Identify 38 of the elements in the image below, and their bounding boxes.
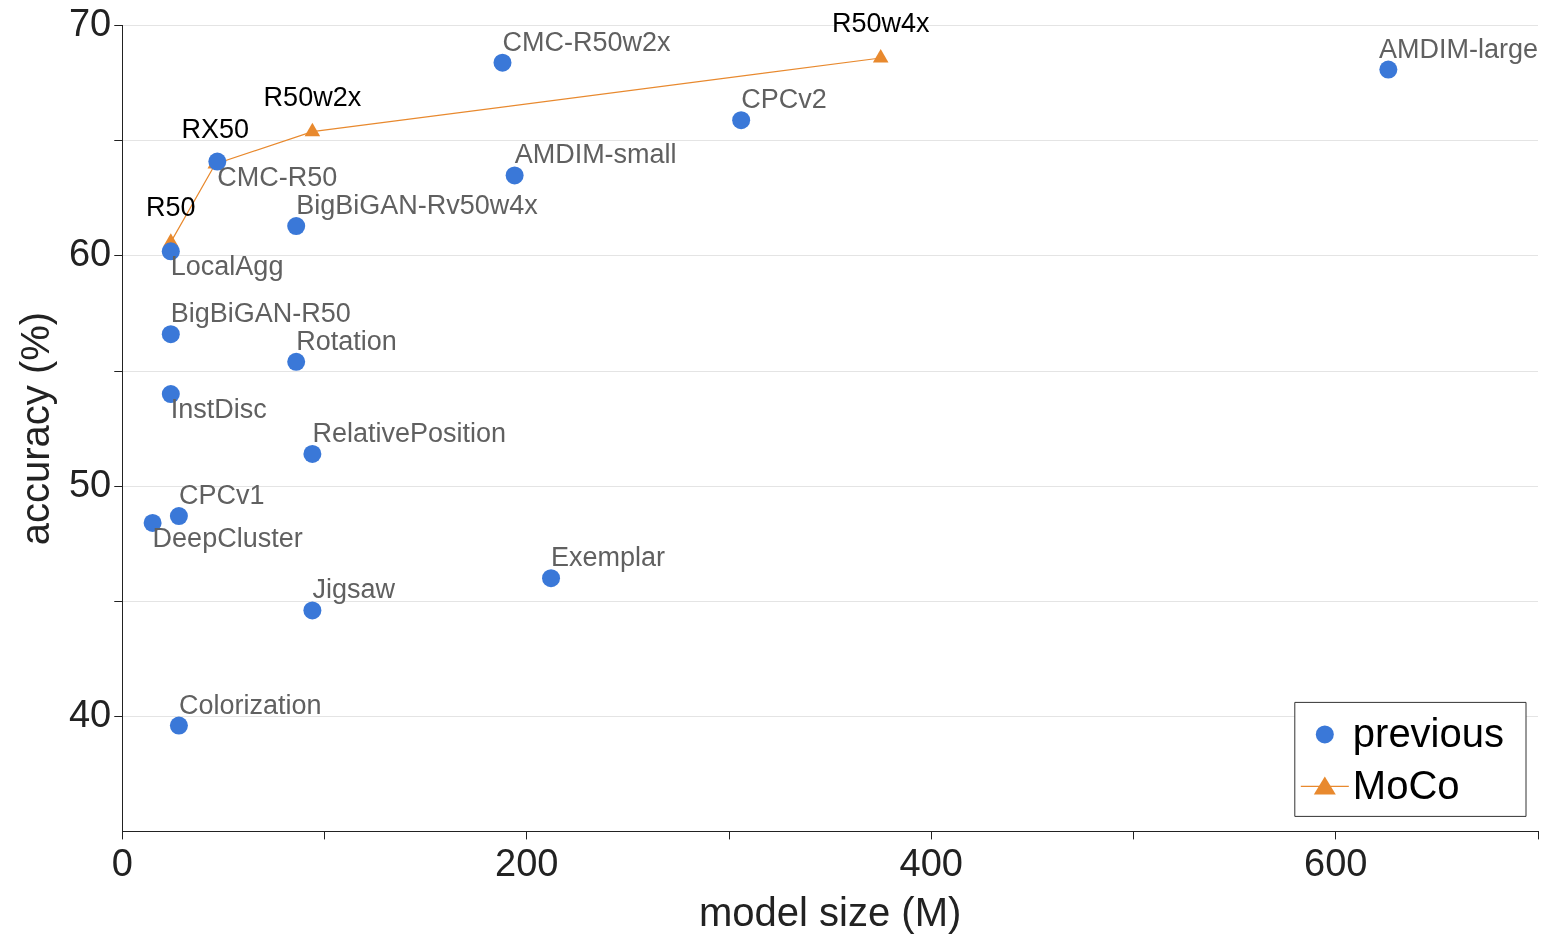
x-tick-label: 600 <box>1304 841 1368 884</box>
point <box>304 122 321 137</box>
data-label: CMC-R50 <box>217 161 338 192</box>
y-tick-label: 60 <box>68 232 112 275</box>
data-label: R50w2x <box>263 81 362 112</box>
point <box>732 111 751 130</box>
x-axis-title: model size (M) <box>699 890 962 935</box>
data-label: Jigsaw <box>312 574 396 605</box>
data-label: CMC-R50w2x <box>502 26 672 57</box>
legend-label: previous <box>1352 711 1505 756</box>
data-label: Colorization <box>178 689 322 720</box>
point <box>287 352 306 371</box>
y-tick-label: 70 <box>68 2 112 45</box>
data-label: LocalAgg <box>170 251 284 282</box>
point <box>169 716 188 735</box>
x-tick-label: 0 <box>111 841 133 884</box>
point <box>169 507 188 526</box>
data-label: RelativePosition <box>312 417 506 448</box>
y-axis-title: accuracy (%) <box>13 311 58 546</box>
data-label: Exemplar <box>551 542 666 573</box>
point <box>872 49 889 63</box>
data-label: AMDIM-large <box>1378 33 1539 64</box>
point <box>505 166 524 185</box>
point <box>493 53 512 72</box>
data-label: RX50 <box>181 113 250 144</box>
data-label: InstDisc <box>170 394 267 425</box>
data-label: DeepCluster <box>152 522 303 553</box>
y-tick-label: 40 <box>68 692 112 735</box>
data-label: CPCv2 <box>741 84 827 115</box>
y-tick-label: 50 <box>68 462 112 505</box>
point <box>303 444 322 463</box>
data-label: R50w4x <box>831 8 930 39</box>
x-tick-label: 400 <box>899 841 963 884</box>
x-tick-label: 200 <box>495 841 559 884</box>
data-label: BigBiGAN-Rv50w4x <box>296 190 539 221</box>
data-label: CPCv1 <box>178 480 265 511</box>
data-label: AMDIM-small <box>514 139 677 170</box>
legend-label: MoCo <box>1352 763 1460 808</box>
